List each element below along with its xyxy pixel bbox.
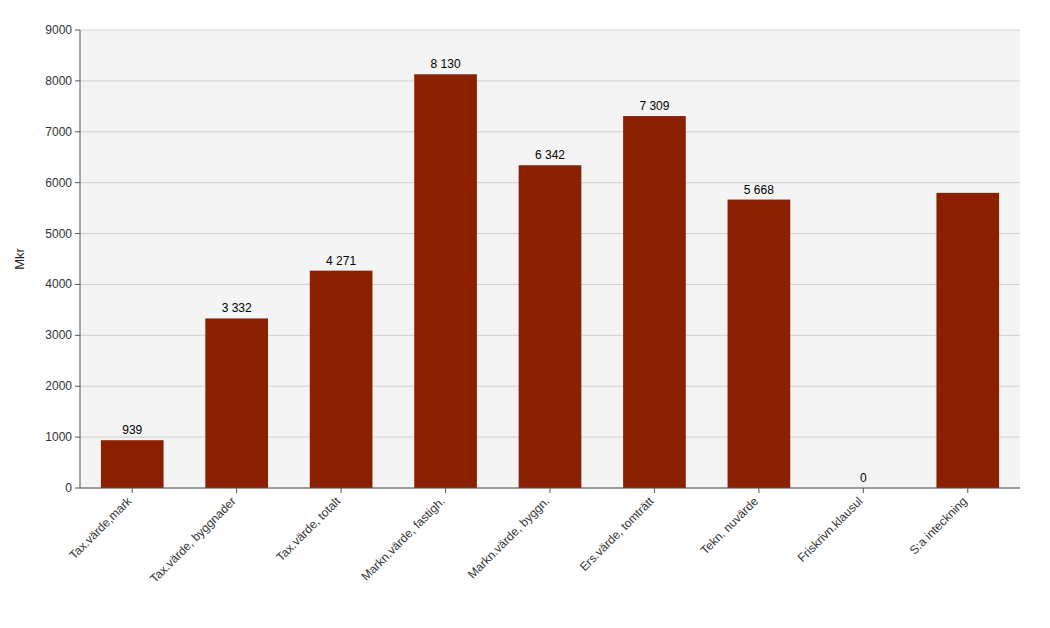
data-label: 5 668 [744,183,774,197]
tick-mark [132,488,133,493]
y-axis: 0 1000 2000 3000 4000 5000 6000 7000 8000 9000 [45,23,80,495]
tick-label: 1000 [45,430,72,444]
bar [623,116,686,488]
bar [205,318,268,488]
tick-label: S:a inteckning [907,494,970,557]
tick-mark [75,335,80,336]
plot-area [80,30,1020,488]
bar [310,271,373,488]
tick-label: 9000 [45,23,72,37]
data-label: 8 130 [431,57,461,71]
grid-line [80,131,1020,132]
y-axis-label: Mkr [12,248,27,270]
tick-label: Friskrivn.klausul [795,494,866,565]
tick-label: Markn.värde, fastigh. [359,494,448,583]
data-label: 3 332 [222,301,252,315]
tick-label: 0 [65,481,72,495]
tick-mark [75,30,80,31]
tick-label: 3000 [45,328,72,342]
data-labels: 939 3 332 4 271 8 130 6 342 7 309 5 668 0 [122,57,867,485]
bar [519,165,582,488]
tick-label: 5000 [45,227,72,241]
tick-mark [445,488,446,493]
tick-mark [75,386,80,387]
data-label: 0 [860,471,867,485]
tick-mark [75,80,80,81]
tick-mark [967,488,968,493]
tick-mark [863,488,864,493]
tick-mark [758,488,759,493]
tick-mark [75,488,80,489]
tick-label: 7000 [45,125,72,139]
tick-mark [236,488,237,493]
bar [101,440,164,488]
grid-line [80,30,1020,31]
tick-mark [550,488,551,493]
tick-label: Tekn. nuvärde [698,494,761,557]
tick-mark [75,182,80,183]
data-label: 7 309 [639,99,669,113]
tick-mark [75,284,80,285]
bar [414,74,477,488]
tick-label: Ers.värde, tomträtt [577,494,657,574]
tick-label: 6000 [45,176,72,190]
tick-mark [654,488,655,493]
tick-label: 8000 [45,74,72,88]
tick-mark [75,233,80,234]
data-label: 939 [122,423,142,437]
tick-mark [341,488,342,493]
data-label: 6 342 [535,148,565,162]
grid-line [80,80,1020,81]
data-label: 4 271 [326,254,356,268]
tick-mark [75,131,80,132]
chart-container: 0 1000 2000 3000 4000 5000 6000 7000 8000 9000 939… [0,0,1050,628]
chart: 0 1000 2000 3000 4000 5000 6000 7000 8000 9000 939… [0,0,1050,628]
x-axis: Tax.värde,markTax.värde, byggnader Tax.vä… [66,488,969,586]
tick-label: Tax.värde, byggnader [147,494,239,586]
grid [80,30,1020,488]
tick-mark [75,437,80,438]
tick-label: Tax.värde, totalt [273,494,343,564]
tick-label: Tax.värde,mark [66,494,135,563]
bar [728,200,791,488]
y-axis-line [80,30,81,488]
tick-label: 2000 [45,379,72,393]
bars [101,74,999,488]
tick-label: 4000 [45,277,72,291]
bar [936,193,999,488]
tick-label: Markn.värde, byggn. [465,494,552,581]
